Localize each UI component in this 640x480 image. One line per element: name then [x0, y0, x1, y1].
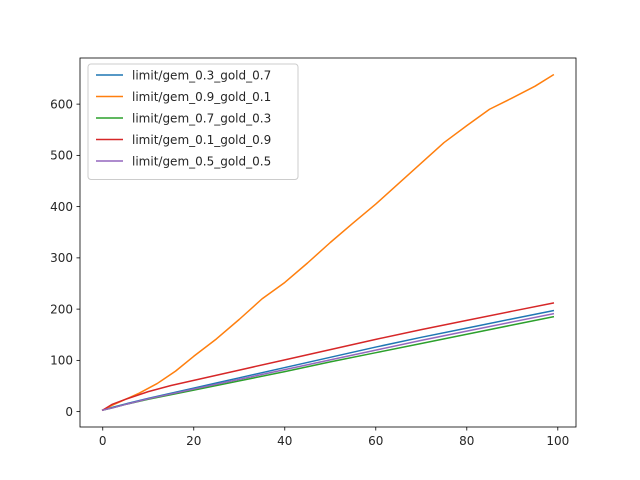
legend-label-4: limit/gem_0.5_gold_0.5 [132, 154, 271, 168]
x-tick-label-0: 0 [99, 434, 107, 448]
x-tick-label-3: 60 [368, 434, 383, 448]
legend-label-2: limit/gem_0.7_gold_0.3 [132, 111, 271, 125]
plot-frame [79, 57, 577, 428]
y-axis: 0 100 200 300 400 500 600 [50, 97, 80, 419]
series-layer [101, 73, 555, 412]
series-line-3 [101, 302, 555, 412]
y-tick-label-2: 200 [50, 302, 73, 316]
x-tick-label-5: 100 [546, 434, 569, 448]
series-line-1 [101, 73, 555, 412]
series-line-4 [101, 312, 555, 411]
legend-label-0: limit/gem_0.3_gold_0.7 [132, 68, 271, 82]
y-tick-label-1: 100 [50, 354, 73, 368]
x-tick-label-2: 40 [277, 434, 292, 448]
legend: limit/gem_0.3_gold_0.7 limit/gem_0.9_gold… [87, 63, 299, 180]
x-axis: 0 20 40 60 80 100 [99, 427, 569, 448]
x-tick-label-4: 80 [459, 434, 474, 448]
x-tick-label-1: 20 [186, 434, 201, 448]
y-tick-label-4: 400 [50, 200, 73, 214]
series-line-2 [101, 315, 555, 411]
y-tick-label-6: 600 [50, 97, 73, 111]
legend-label-3: limit/gem_0.1_gold_0.9 [132, 133, 271, 147]
y-tick-label-0: 0 [65, 405, 73, 419]
legend-label-1: limit/gem_0.9_gold_0.1 [132, 90, 271, 104]
y-tick-label-3: 300 [50, 251, 73, 265]
y-tick-label-5: 500 [50, 149, 73, 163]
legend-box [87, 63, 299, 180]
